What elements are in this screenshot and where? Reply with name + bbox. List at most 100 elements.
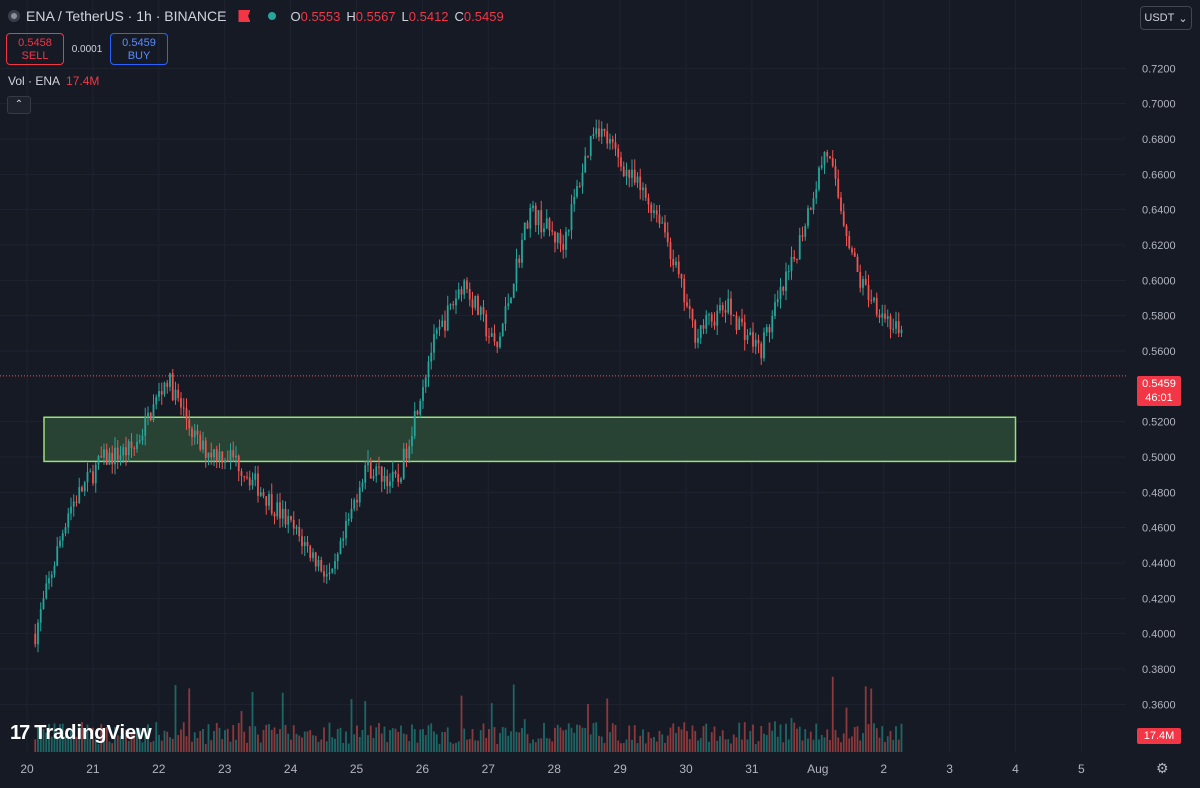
price-tick-label: 0.7200 — [1142, 63, 1176, 75]
volume-bar — [512, 684, 515, 752]
candle-body — [771, 316, 774, 333]
candle-body — [210, 452, 213, 458]
gear-icon[interactable]: ⚙ — [1156, 760, 1169, 776]
candle-body — [823, 152, 826, 166]
volume-bar — [130, 733, 133, 752]
volume-bar — [796, 728, 798, 752]
volume-bar — [532, 739, 534, 752]
candle-body — [127, 441, 130, 456]
ohlc-values: O0.5553 H0.5567 L0.5412 C0.5459 — [290, 9, 503, 24]
volume-bar — [573, 732, 576, 752]
candle-body — [545, 218, 548, 229]
candle-body — [534, 205, 537, 226]
buy-button[interactable]: 0.5459 BUY — [110, 33, 168, 65]
volume-bar — [523, 719, 526, 752]
candle-body — [543, 228, 545, 233]
candle-body — [449, 304, 452, 306]
candle-body — [416, 411, 419, 415]
candle-body — [61, 533, 64, 541]
volume-bar — [694, 730, 697, 752]
candle-body — [411, 436, 413, 447]
candle-body — [50, 574, 53, 579]
candle-body — [342, 538, 345, 541]
time-axis[interactable]: 20 21 22 23 24 25 26 27 28 29 30 31 Aug 2 3 4 5 — [20, 762, 1085, 776]
volume-bar — [752, 724, 754, 752]
market-status-icon[interactable] — [268, 12, 277, 20]
candle-body — [526, 222, 529, 229]
volume-bar — [807, 738, 809, 752]
volume-bar — [650, 738, 653, 752]
candle-body — [477, 295, 479, 315]
candle-body — [812, 198, 815, 210]
flag-icon[interactable] — [238, 10, 251, 22]
volume-bar — [562, 730, 565, 752]
volume-bar — [331, 737, 334, 752]
volume-bar — [50, 736, 53, 752]
candle-body — [639, 176, 642, 191]
volume-bar — [160, 740, 163, 752]
candle-body — [312, 552, 314, 558]
candle-body — [807, 208, 809, 226]
volume-bar — [765, 735, 768, 752]
candle-body — [193, 430, 196, 438]
candle-body — [603, 128, 606, 132]
volume-bar — [336, 728, 339, 752]
currency-select[interactable]: USDT ⌄ — [1140, 6, 1192, 30]
volume-bar — [358, 737, 361, 752]
candle-body — [94, 464, 97, 484]
volume-legend[interactable]: Vol · ENA 17.4M — [8, 74, 99, 88]
volume-bar — [620, 743, 622, 752]
volume-bar — [221, 739, 224, 752]
candle-body — [721, 305, 724, 311]
volume-bar — [257, 734, 259, 752]
chevron-down-icon: ⌄ — [1178, 12, 1188, 25]
volume-bar — [889, 730, 892, 752]
candle-body — [177, 389, 180, 399]
sell-button[interactable]: 0.5458 SELL — [6, 33, 64, 65]
symbol-title[interactable]: ENA / TetherUS · 1h · BINANCE — [26, 8, 227, 24]
collapse-legend-button[interactable]: ⌃ — [7, 96, 31, 114]
volume-bar — [191, 741, 193, 752]
volume-bar — [334, 738, 336, 752]
volume-bar — [664, 742, 666, 752]
price-axis[interactable]: 0.7200 0.7000 0.6800 0.6600 0.6400 0.6200 0.60… — [1142, 63, 1176, 711]
volume-bar — [776, 736, 779, 752]
volume-bar — [658, 730, 661, 752]
candle-body — [815, 189, 818, 199]
volume-bar — [493, 727, 496, 752]
candle-body — [276, 502, 279, 517]
candle-body — [125, 447, 127, 456]
tradingview-logo[interactable]: 17 TradingView — [10, 722, 152, 745]
candle-body — [89, 471, 92, 473]
volume-bar — [345, 731, 347, 752]
candle-body — [232, 450, 235, 458]
volume-bar — [265, 724, 268, 752]
candle-body — [537, 210, 540, 226]
volume-bar — [881, 726, 884, 752]
volume-bar — [622, 743, 625, 752]
candle-body — [243, 476, 246, 478]
candle-body — [309, 545, 312, 558]
volume-bar — [499, 733, 501, 752]
candle-body — [785, 271, 787, 291]
volume-bar — [895, 726, 897, 752]
price-tick-label: 0.6000 — [1142, 275, 1176, 287]
candle-body — [664, 222, 666, 233]
volume-bar — [328, 722, 331, 752]
candle-body — [625, 169, 628, 177]
volume-bar — [400, 725, 402, 752]
volume-bar — [732, 734, 735, 752]
candle-body — [592, 134, 595, 137]
candle-body — [782, 287, 785, 291]
price-tick-label: 0.4200 — [1142, 593, 1176, 605]
candle-body — [334, 561, 336, 569]
candle-body — [248, 477, 251, 486]
candle-body — [818, 167, 820, 190]
volume-bar — [182, 722, 185, 752]
volume-bar — [617, 740, 620, 752]
candle-body — [801, 235, 804, 237]
candle-body — [67, 513, 70, 528]
price-tick-label: 0.5200 — [1142, 417, 1176, 429]
